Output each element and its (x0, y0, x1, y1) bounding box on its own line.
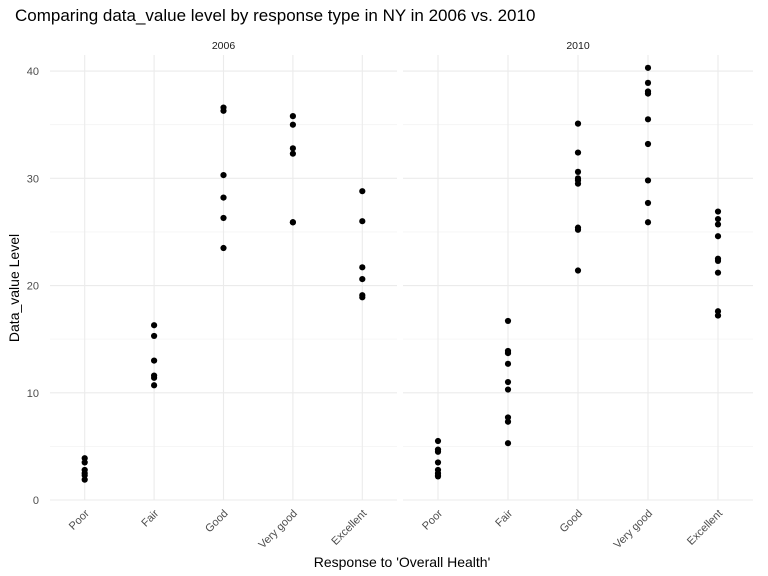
x-axis-title: Response to 'Overall Health' (314, 554, 491, 570)
data-point (220, 171, 227, 179)
data-point (504, 349, 512, 357)
data-point (574, 149, 582, 156)
y-axis-title: Data_value Level (6, 234, 22, 342)
data-point (644, 140, 652, 148)
data-point (714, 269, 722, 276)
data-point (504, 378, 512, 386)
data-point (434, 448, 442, 455)
chart-title: Comparing data_value level by response t… (15, 6, 535, 25)
x-tick-label: Fair (493, 507, 515, 529)
data-point (289, 113, 296, 120)
data-point (504, 414, 512, 421)
data-point (289, 121, 296, 128)
data-point (714, 308, 722, 315)
data-point (81, 472, 88, 479)
data-point (644, 219, 652, 226)
data-point (504, 360, 512, 367)
x-tick-label: Good (203, 508, 231, 536)
data-point (220, 194, 227, 201)
data-point (359, 294, 366, 301)
data-point (359, 218, 366, 225)
data-point (574, 120, 582, 127)
data-point (644, 177, 652, 184)
facet-strip-label: 2010 (566, 40, 590, 52)
x-tick-label: Fair (139, 507, 161, 529)
data-point (644, 90, 652, 97)
data-point (644, 79, 652, 86)
data-point (220, 244, 227, 252)
data-point (81, 476, 88, 483)
facet-panel-2006: 2006 0 10 20 30 40 Poor Fair Good Very good Excell… (27, 40, 397, 551)
data-point (289, 150, 296, 157)
y-tick-label: 10 (27, 388, 39, 400)
data-point (151, 374, 158, 381)
x-tick-label: Poor (67, 507, 92, 532)
data-point (574, 226, 582, 233)
data-point (151, 357, 158, 364)
data-point (644, 199, 652, 207)
data-point (504, 440, 512, 447)
data-point (504, 418, 512, 425)
x-tick-label: Very good (612, 508, 656, 552)
data-point (359, 264, 366, 271)
data-point (714, 215, 722, 223)
data-point (434, 437, 442, 445)
y-tick-label: 30 (27, 173, 39, 185)
data-point (504, 386, 512, 393)
data-point (151, 382, 158, 389)
data-point (81, 455, 88, 462)
data-point (714, 233, 722, 240)
x-tick-label: Good (558, 508, 586, 536)
data-point (644, 116, 652, 123)
data-point (504, 317, 512, 325)
y-tick-label: 40 (27, 66, 39, 78)
data-point (81, 459, 88, 466)
x-tick-label: Poor (420, 507, 445, 532)
data-point (574, 180, 582, 187)
data-point (574, 168, 582, 175)
data-point (289, 145, 296, 152)
data-point (714, 312, 722, 319)
data-point (574, 267, 582, 274)
data-point (359, 188, 366, 195)
facet-strip-label: 2006 (212, 40, 236, 52)
y-tick-label: 20 (27, 281, 39, 293)
x-tick-label: Excellent (685, 508, 725, 548)
data-point (714, 208, 722, 215)
data-point (220, 107, 227, 114)
data-point (289, 219, 296, 226)
y-tick-label: 0 (33, 495, 39, 507)
data-point (220, 214, 227, 222)
data-point (644, 64, 652, 71)
data-point (434, 459, 442, 466)
facet-panel-2010: 2010 Poor Fair Good Very good Excellent (403, 40, 753, 551)
data-point (359, 276, 366, 283)
data-point (151, 322, 158, 329)
data-point (151, 332, 158, 340)
x-tick-label: Very good (257, 508, 301, 552)
data-point (434, 473, 442, 480)
data-point (714, 221, 722, 228)
data-point (714, 257, 722, 264)
x-tick-label: Excellent (329, 508, 369, 548)
